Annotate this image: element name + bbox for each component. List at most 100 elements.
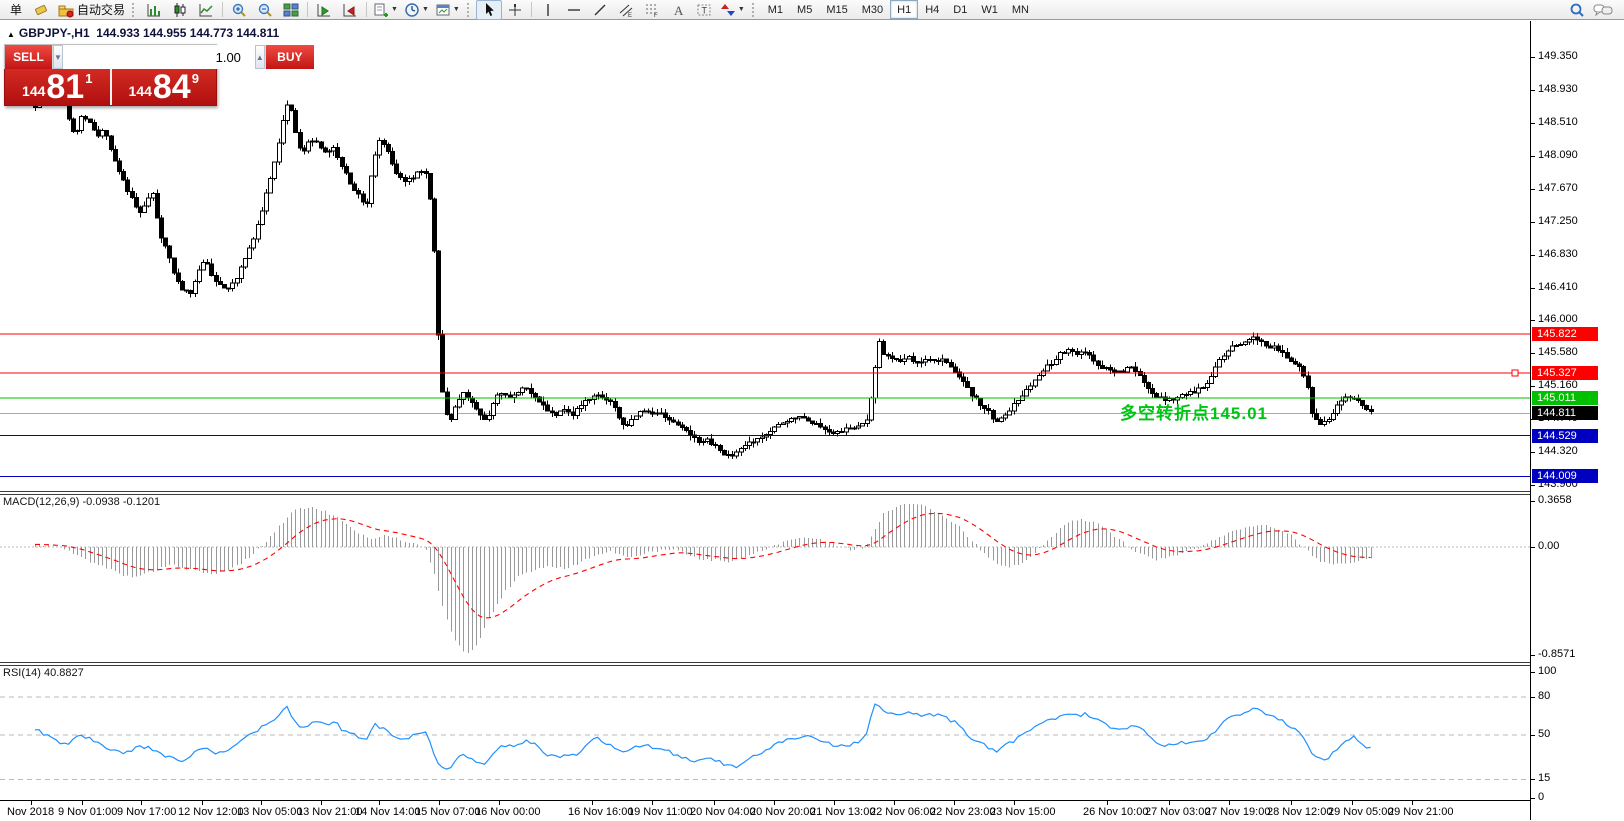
time-axis: Nov 2018 9 Nov 01:00 9 Nov 17:00 12 Nov 12:… xyxy=(0,800,1530,821)
text-icon: A xyxy=(670,2,686,18)
sell-price-display[interactable]: 144 81 1 xyxy=(5,69,110,105)
toolbar-new-order-button[interactable]: 单 xyxy=(2,0,28,20)
time-tick xyxy=(714,801,715,805)
toolbar-cursor-button[interactable] xyxy=(475,0,502,20)
toolbar-auto-scroll-button[interactable] xyxy=(311,0,337,20)
rsi-indicator-pane[interactable]: RSI(14) 40.8827 xyxy=(0,666,1530,800)
axis-tick xyxy=(1531,386,1535,387)
toolbar-template-chart-button[interactable]: ▼ xyxy=(432,0,463,20)
toolbar-horizontal-line-button[interactable] xyxy=(561,0,587,20)
auto-scroll-icon xyxy=(316,2,332,18)
time-tick xyxy=(379,801,380,805)
bar-chart-icon xyxy=(146,2,162,18)
toolbar-line-chart-button[interactable] xyxy=(193,0,219,20)
dropdown-arrow-icon[interactable]: ▼ xyxy=(452,6,460,13)
toolbar-periods-clock-button[interactable]: ▼ xyxy=(401,0,432,20)
timeframe-d1-button[interactable]: D1 xyxy=(953,3,968,16)
buy-price-display[interactable]: 144 84 9 xyxy=(112,69,217,105)
timeframe-m30-button[interactable]: M30 xyxy=(861,3,884,16)
chart-annotation-text[interactable]: 多空转折点145.01 xyxy=(1120,404,1268,423)
timeframe-m15-button[interactable]: M15 xyxy=(826,3,848,16)
dropdown-arrow-icon[interactable]: ▼ xyxy=(391,6,398,13)
toolbar-search-button[interactable] xyxy=(1564,0,1590,20)
timeframe-w1-button[interactable]: W1 xyxy=(981,3,998,16)
price-chart-pane[interactable]: 多空转折点145.01 xyxy=(0,21,1530,491)
time-tick xyxy=(1107,801,1108,805)
toolbar-text-button[interactable]: A xyxy=(665,0,691,20)
time-tick xyxy=(652,801,653,805)
macd-tick-label: 0.00 xyxy=(1538,540,1560,552)
timeframe-mn-button[interactable]: MN xyxy=(1011,3,1029,16)
volume-input[interactable] xyxy=(62,45,255,69)
dropdown-arrow-icon[interactable]: ▼ xyxy=(421,6,429,13)
toolbar-arrows-shapes-button[interactable]: ▼ xyxy=(717,0,748,20)
sell-button[interactable]: SELL xyxy=(5,45,53,69)
timeframe-m5-button[interactable]: M5 xyxy=(797,3,813,16)
macd-indicator-pane[interactable]: MACD(12,26,9) -0.0938 -0.1201 xyxy=(0,495,1530,662)
sell-price-big: 81 xyxy=(46,68,85,106)
toolbar-chat-button[interactable] xyxy=(1590,0,1616,20)
time-tick xyxy=(1229,801,1230,805)
time-tick xyxy=(592,801,593,805)
toolbar-trend-line-button[interactable] xyxy=(587,0,613,20)
axis-tick xyxy=(1531,735,1535,736)
volume-increase-button[interactable]: ▲ xyxy=(254,45,265,69)
time-tick xyxy=(1352,801,1353,805)
time-tick xyxy=(202,801,203,805)
dropdown-arrow-icon[interactable]: ▼ xyxy=(737,6,745,13)
timeframe-h4-button[interactable]: H4 xyxy=(925,3,940,16)
text-label-icon: T xyxy=(696,2,712,18)
collapse-triangle-icon[interactable]: ▲ xyxy=(7,30,15,39)
toolbar-candlestick-chart-button[interactable] xyxy=(167,0,193,20)
toolbar-vertical-line-button[interactable] xyxy=(535,0,561,20)
axis-tick xyxy=(1531,697,1535,698)
price-tick-label: 149.350 xyxy=(1538,50,1578,62)
toolbar-text-label-button[interactable]: T xyxy=(691,0,717,20)
axis-tick xyxy=(1531,189,1535,190)
time-tick-label: 29 Nov 21:00 xyxy=(1388,806,1454,818)
toolbar-crosshair-button[interactable] xyxy=(502,0,528,20)
toolbar-bar-chart-button[interactable] xyxy=(141,0,167,20)
toolbar-eraser-button[interactable] xyxy=(28,0,54,20)
toolbar-equidistant-channel-button[interactable]: E xyxy=(613,0,639,20)
pane-splitter-2[interactable] xyxy=(0,662,1530,666)
axis-tick xyxy=(1531,672,1535,673)
toolbar-right-group xyxy=(1564,0,1622,20)
price-tick-label: 147.670 xyxy=(1538,182,1578,194)
volume-decrease-button[interactable]: ▼ xyxy=(53,45,63,69)
toolbar-separator xyxy=(222,2,224,17)
price-divider xyxy=(109,69,112,105)
chart-window: ▲ GBPJPY-,H1 144.933 144.955 144.773 144.… xyxy=(0,21,1624,821)
time-tick-label: 29 Nov 05:00 xyxy=(1328,806,1394,818)
toolbar-zoom-in-button[interactable] xyxy=(226,0,252,20)
axis-tick xyxy=(1531,452,1535,453)
toolbar: 单 自动交易 ▼ ▼ ▼ E F A T ▼ M1 M5 M15 M30 H1 H4 D1 W1 MN xyxy=(0,0,1624,20)
buy-button[interactable]: BUY xyxy=(264,45,314,69)
toolbar-chart-shift-button[interactable] xyxy=(337,0,363,20)
axis-tick xyxy=(1531,485,1535,486)
sell-price-pip: 1 xyxy=(85,71,93,86)
macd-label: MACD(12,26,9) -0.0938 -0.1201 xyxy=(3,496,161,508)
toolbar-new-chart-button[interactable]: ▼ xyxy=(370,0,401,20)
time-tick-label: 16 Nov 00:00 xyxy=(475,806,541,818)
toolbar-autotrade-folder-button[interactable]: 自动交易 xyxy=(54,0,128,20)
axis-tick xyxy=(1531,123,1535,124)
timeframe-m1-button[interactable]: M1 xyxy=(767,3,784,16)
timeframe-h1-button[interactable]: H1 xyxy=(890,0,919,19)
time-tick xyxy=(261,801,262,805)
toolbar-tile-windows-button[interactable] xyxy=(278,0,304,20)
time-tick-label: 9 Nov 17:00 xyxy=(117,806,177,818)
time-tick xyxy=(31,801,32,805)
svg-text:F: F xyxy=(654,13,658,18)
autotrade-folder-icon xyxy=(57,2,75,18)
toolbar-separator xyxy=(307,2,309,17)
time-tick-label: Nov 2018 xyxy=(7,806,55,818)
axis-tick xyxy=(1531,90,1535,91)
toolbar-grip xyxy=(132,2,137,17)
toolbar-fibonacci-button[interactable]: F xyxy=(639,0,665,20)
chart-shift-icon xyxy=(342,2,358,18)
price-tick-label: 145.160 xyxy=(1538,379,1578,391)
toolbar-zoom-out-button[interactable] xyxy=(252,0,278,20)
pane-splitter-1[interactable] xyxy=(0,491,1530,495)
time-tick xyxy=(82,801,83,805)
